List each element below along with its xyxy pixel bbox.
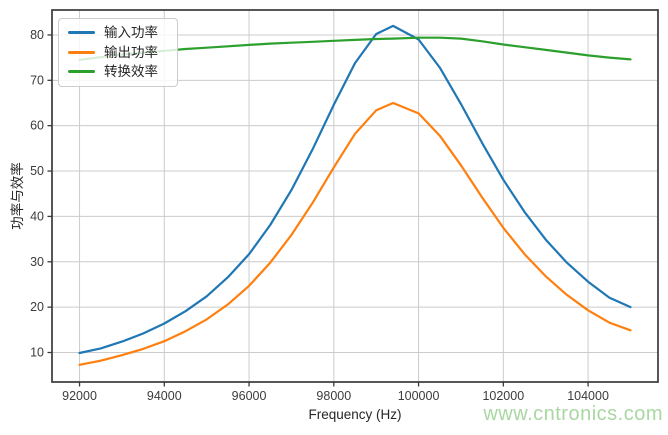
x-tick-label: 96000 [232,389,267,403]
y-tick-label: 10 [30,346,44,360]
y-tick-label: 20 [30,300,44,314]
y-tick-label: 80 [30,28,44,42]
legend-item-efficiency: 转换效率 [68,65,169,79]
legend-line-swatch-input-power [68,31,95,35]
series-line-1 [78,101,632,366]
legend-item-output-power: 输出功率 [68,44,169,60]
x-axis-label: Frequency (Hz) [308,407,402,422]
y-tick-label: 30 [30,255,44,269]
x-tick-label: 104000 [567,389,609,403]
axes-spines [51,9,659,383]
legend-line-swatch-efficiency [68,70,95,74]
legend-item-label: 输入功率 [104,25,158,40]
series-line-0 [78,24,632,355]
legend-item-label: 转换效率 [104,64,158,79]
y-axis-label: 功率与效率 [10,162,25,230]
x-tick-label: 102000 [482,389,524,403]
legend-line-swatch-output-power [68,50,95,54]
legend-item-label: 输出功率 [104,44,158,60]
x-tick-label: 98000 [316,389,351,403]
y-tick-label: 70 [30,73,44,87]
y-tick-label: 40 [30,209,44,223]
x-tick-label: 94000 [147,389,182,403]
legend: 输入功率 输出功率 转换效率 [58,18,178,87]
legend-item-input-power: 输入功率 [68,26,169,40]
x-tick-label: 92000 [62,389,97,403]
y-tick-label: 60 [30,119,44,133]
watermark: www.cntronics.com [483,403,663,425]
y-tick-label: 50 [30,164,44,178]
x-tick-label: 100000 [398,389,440,403]
